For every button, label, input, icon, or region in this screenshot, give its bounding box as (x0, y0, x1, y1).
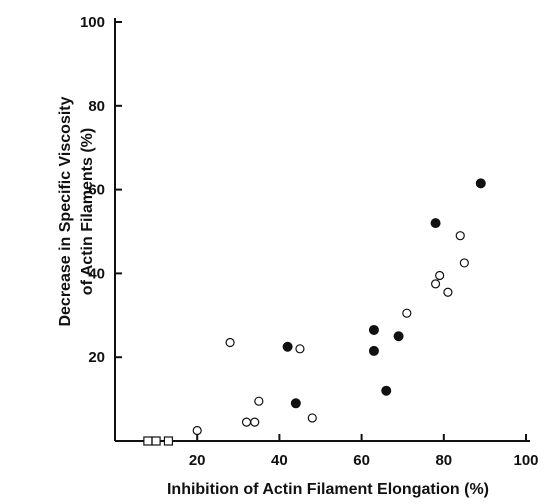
open-square-point (143, 436, 153, 446)
open-circle-point (225, 337, 235, 348)
open-circle-point (443, 287, 453, 297)
filled-circle-point (368, 345, 379, 356)
open-circle-point (430, 279, 441, 289)
filled-circle-point (381, 385, 392, 396)
open-square-point (163, 436, 174, 446)
filled-circle-point (290, 398, 301, 409)
x-tick-label: 100 (513, 452, 538, 469)
y-tick-label: 80 (88, 98, 105, 115)
x-axis-label: Inhibition of Actin Filament Elongation … (167, 481, 489, 498)
filled-circle-point (282, 341, 293, 352)
open-circle-point (402, 308, 412, 318)
x-ticks: 20 40 60 80 100 (189, 434, 539, 469)
open-circle-point (295, 344, 305, 354)
open-circle-point (192, 425, 202, 436)
x-tick-label: 40 (271, 452, 288, 469)
y-tick-label: 20 (88, 349, 105, 366)
x-tick-label: 80 (435, 452, 452, 469)
data-points (143, 178, 486, 446)
y-ticks: 20 40 60 80 100 (80, 14, 122, 366)
open-circle-point (307, 413, 317, 423)
open-circle-point (250, 417, 260, 427)
open-circle-point (459, 258, 469, 268)
open-square-point (151, 436, 161, 446)
open-circle-point (241, 417, 252, 427)
x-tick-label: 20 (189, 452, 206, 469)
open-circle-point (254, 396, 264, 406)
open-circle-point (455, 231, 465, 241)
filled-circle-point (368, 324, 379, 335)
y-axis-label-line1: Decrease in Specific Viscosity (57, 96, 74, 326)
y-tick-label: 40 (88, 265, 105, 282)
filled-circle-point (475, 178, 486, 189)
x-tick-label: 60 (353, 452, 370, 469)
filled-circle-point (393, 331, 404, 342)
filled-circle-point (430, 218, 441, 229)
open-circle-point (435, 270, 445, 281)
axes: 20 40 60 80 100 20 40 60 80 100 (80, 14, 539, 469)
y-tick-label: 60 (88, 182, 105, 199)
y-tick-label: 100 (80, 14, 105, 31)
y-axis-label-line2: of Actin Filaments (%) (79, 128, 96, 295)
